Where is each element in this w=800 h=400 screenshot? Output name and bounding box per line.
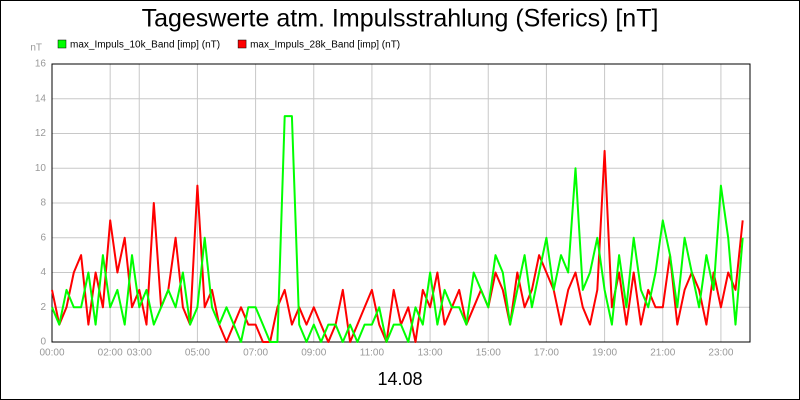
y-axis-label: nT: [30, 43, 42, 54]
legend-swatch: [57, 39, 67, 49]
y-tick-label: 14: [35, 93, 47, 104]
y-tick-label: 4: [40, 267, 46, 278]
x-tick-label: 09:00: [301, 348, 326, 359]
x-axis-label: 14.08: [377, 369, 422, 389]
x-tick-label: 21:00: [650, 348, 675, 359]
legend-label: max_Impuls_28k_Band [imp] (nT): [250, 40, 400, 51]
x-tick-label: 11:00: [360, 348, 385, 359]
y-tick-label: 2: [40, 302, 46, 313]
x-tick-label: 17:00: [534, 348, 559, 359]
x-tick-label: 05:00: [185, 348, 210, 359]
legend-label: max_Impuls_10k_Band [imp] (nT): [70, 40, 220, 51]
x-tick-label: 15:00: [476, 348, 501, 359]
series-line: [51, 115, 744, 343]
y-tick-label: 16: [35, 59, 47, 70]
x-tick-label: 13:00: [418, 348, 443, 359]
x-tick-label: 00:00: [39, 348, 64, 359]
x-tick-label: 03:00: [127, 348, 152, 359]
x-tick-label: 23:00: [708, 348, 733, 359]
chart-title: Tageswerte atm. Impulsstrahlung (Sferics…: [142, 5, 659, 33]
plot-frame: [51, 63, 751, 343]
y-tick-label: 8: [40, 198, 46, 209]
y-tick-label: 10: [35, 163, 47, 174]
x-tick-label: 07:00: [243, 348, 268, 359]
y-tick-label: 6: [40, 232, 46, 243]
x-tick-label: 19:00: [592, 348, 617, 359]
legend-swatch: [237, 39, 247, 49]
y-tick-label: 0: [40, 337, 46, 348]
x-tick-label: 02:00: [98, 348, 123, 359]
y-tick-label: 12: [35, 128, 47, 139]
